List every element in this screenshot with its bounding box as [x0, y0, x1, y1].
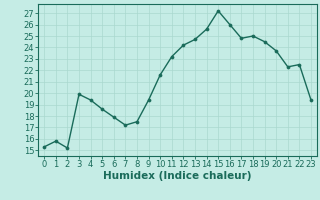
- X-axis label: Humidex (Indice chaleur): Humidex (Indice chaleur): [103, 171, 252, 181]
